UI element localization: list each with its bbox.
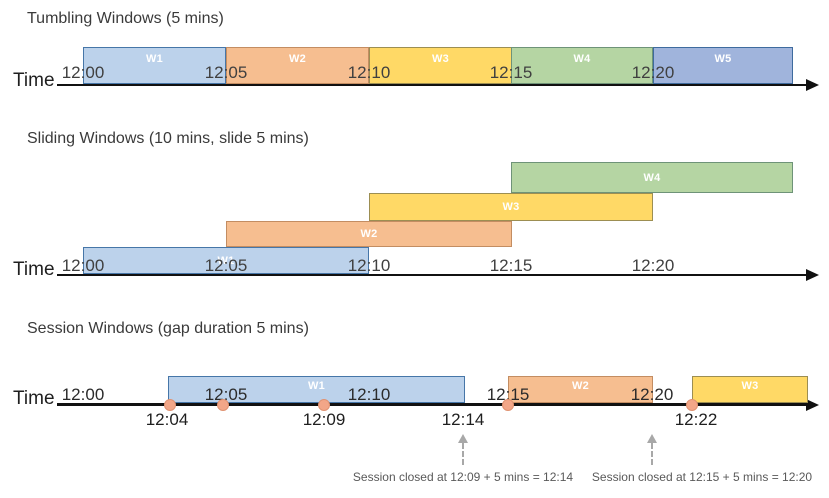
session-time-axis-label: Time xyxy=(13,388,55,409)
tumbling-window-w3: W3 xyxy=(369,47,512,84)
session-window-w1: W1 xyxy=(168,376,465,403)
event-dot xyxy=(217,399,229,411)
session-time-axis xyxy=(57,403,806,406)
sliding-tick-1210: 12:10 xyxy=(347,256,391,275)
event-dot xyxy=(502,399,514,411)
dashed-up-arrowhead-icon xyxy=(647,434,657,443)
session-tick-1215: 12:15 xyxy=(486,385,530,404)
window-label: W4 xyxy=(573,53,591,65)
session-tick-1220: 12:20 xyxy=(630,385,674,404)
window-label: W4 xyxy=(643,171,661,184)
window-label: W2 xyxy=(572,380,589,392)
tumbling-axis-arrowhead-icon xyxy=(806,79,819,91)
event-dot xyxy=(318,399,330,411)
tumbling-tick-1205: 12:05 xyxy=(204,63,248,82)
session-close-annotation-2: Session closed at 12:15 + 5 mins = 12:20 xyxy=(591,470,813,484)
window-label: W3 xyxy=(432,53,449,65)
event-label-1222: 12:22 xyxy=(674,410,718,429)
event-dot xyxy=(686,399,698,411)
sliding-window-w4: W4 xyxy=(511,162,793,193)
tumbling-window-w1: W1 xyxy=(83,47,226,84)
sliding-window-w3: W3 xyxy=(369,193,653,221)
tumbling-window-w4: W4 xyxy=(511,47,653,84)
session-window-w2: W2 xyxy=(508,376,653,403)
session-axis-arrowhead-icon xyxy=(806,399,819,411)
session-window-w3: W3 xyxy=(692,376,808,403)
tumbling-tick-1210: 12:10 xyxy=(347,63,391,82)
sliding-tick-1200: 12:00 xyxy=(61,256,105,275)
sliding-title: Sliding Windows (10 mins, slide 5 mins) xyxy=(27,130,309,147)
session-close-annotation-1: Session closed at 12:09 + 5 mins = 12:14 xyxy=(352,470,574,484)
dashed-arrow-line xyxy=(651,443,653,465)
sliding-axis-arrowhead-icon xyxy=(806,269,819,281)
tumbling-tick-1215: 12:15 xyxy=(489,63,533,82)
sliding-time-axis-label: Time xyxy=(13,259,55,280)
sliding-time-axis xyxy=(57,274,806,276)
window-label: W5 xyxy=(714,53,732,65)
window-label: W1 xyxy=(308,380,325,392)
tumbling-time-axis xyxy=(57,84,806,86)
event-dot xyxy=(164,399,176,411)
session-tick-1205: 12:05 xyxy=(204,385,248,404)
session-tick-1200: 12:00 xyxy=(61,385,105,404)
tumbling-window-w5: W5 xyxy=(653,47,793,84)
sliding-window-w2: W2 xyxy=(226,221,512,247)
tumbling-tick-1200: 12:00 xyxy=(61,63,105,82)
close-time-label-1214: 12:14 xyxy=(441,410,485,429)
window-label: W3 xyxy=(502,201,520,213)
window-label: W2 xyxy=(289,53,306,65)
window-label: W1 xyxy=(217,254,235,267)
sliding-tick-1205: 12:05 xyxy=(204,256,248,275)
tumbling-tick-1220: 12:20 xyxy=(631,63,675,82)
dashed-arrow-line xyxy=(462,443,464,465)
event-label-1209: 12:09 xyxy=(302,410,346,429)
window-label: W1 xyxy=(146,53,163,65)
sliding-tick-1215: 12:15 xyxy=(489,256,533,275)
tumbling-time-axis-label: Time xyxy=(13,70,55,91)
event-label-1204: 12:04 xyxy=(145,410,189,429)
window-label: W3 xyxy=(741,380,759,392)
sliding-window-w1: W1 xyxy=(83,247,369,274)
tumbling-title: Tumbling Windows (5 mins) xyxy=(27,10,224,27)
tumbling-window-w2: W2 xyxy=(226,47,369,84)
window-label: W2 xyxy=(360,228,378,240)
session-tick-1210: 12:10 xyxy=(347,385,391,404)
session-title: Session Windows (gap duration 5 mins) xyxy=(27,320,309,337)
sliding-tick-1220: 12:20 xyxy=(631,256,675,275)
dashed-up-arrowhead-icon xyxy=(458,434,468,443)
